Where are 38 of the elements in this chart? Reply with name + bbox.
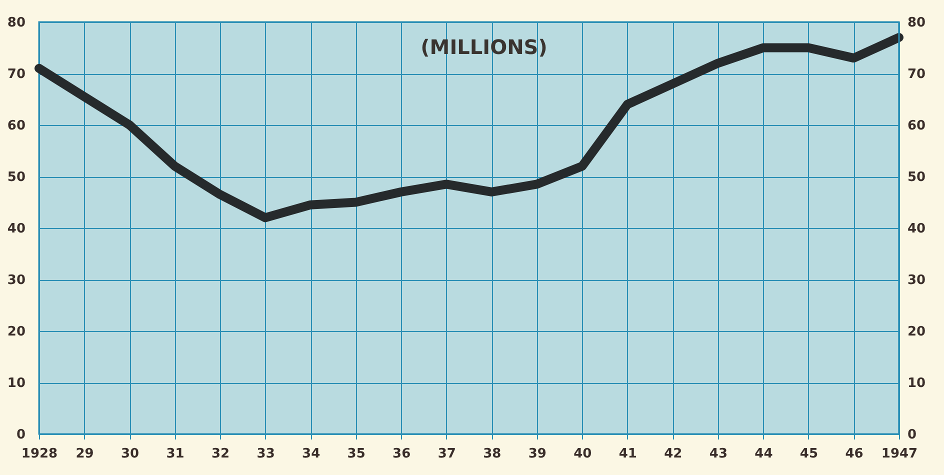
x-tick-label: 42 — [664, 446, 682, 462]
y-tick-label: 10 — [7, 376, 26, 391]
y2-tick-label: 10 — [908, 376, 926, 391]
y2-tick-label: 0 — [908, 428, 917, 442]
x-tick-label: 37 — [438, 446, 456, 462]
y-tick-label: 0 — [16, 428, 26, 442]
x-tick-label: 45 — [800, 446, 818, 462]
y-tick-label: 70 — [7, 67, 26, 82]
x-tick-label: 35 — [347, 446, 366, 462]
x-tick-label: 31 — [166, 446, 184, 462]
y-tick-label: 20 — [7, 324, 26, 340]
x-tick-label: 32 — [212, 446, 230, 462]
x-tick-label: 40 — [574, 446, 592, 462]
y2-tick-label: 40 — [908, 222, 926, 236]
x-tick-label: 33 — [256, 446, 275, 462]
x-tick-label: 44 — [754, 446, 773, 462]
x-tick-label: 29 — [76, 446, 94, 462]
x-tick-label: 36 — [392, 446, 411, 462]
y2-tick-label: 70 — [908, 67, 926, 82]
y2-tick-label: 20 — [908, 324, 926, 340]
x-tick-label: 1947 — [881, 446, 918, 462]
y-tick-label: 50 — [7, 170, 26, 185]
y-tick-label: 40 — [7, 222, 26, 236]
x-tick-label: 38 — [483, 446, 502, 462]
y-tick-label: 80 — [7, 16, 26, 30]
x-tick-label: 30 — [120, 446, 140, 462]
y2-tick-label: 80 — [908, 16, 926, 30]
x-tick-label: 34 — [302, 446, 320, 462]
x-tick-label: 39 — [528, 446, 546, 462]
x-tick-label: 41 — [618, 446, 637, 462]
y-tick-label: 60 — [7, 118, 26, 134]
x-tick-label: 43 — [709, 446, 728, 462]
x-tick-label: 46 — [845, 446, 864, 462]
y2-tick-label: 50 — [908, 170, 926, 185]
x-tick-label: 1928 — [21, 446, 58, 462]
y-tick-label: 30 — [7, 273, 26, 288]
y2-tick-label: 30 — [908, 273, 926, 288]
y2-tick-label: 60 — [908, 118, 926, 134]
